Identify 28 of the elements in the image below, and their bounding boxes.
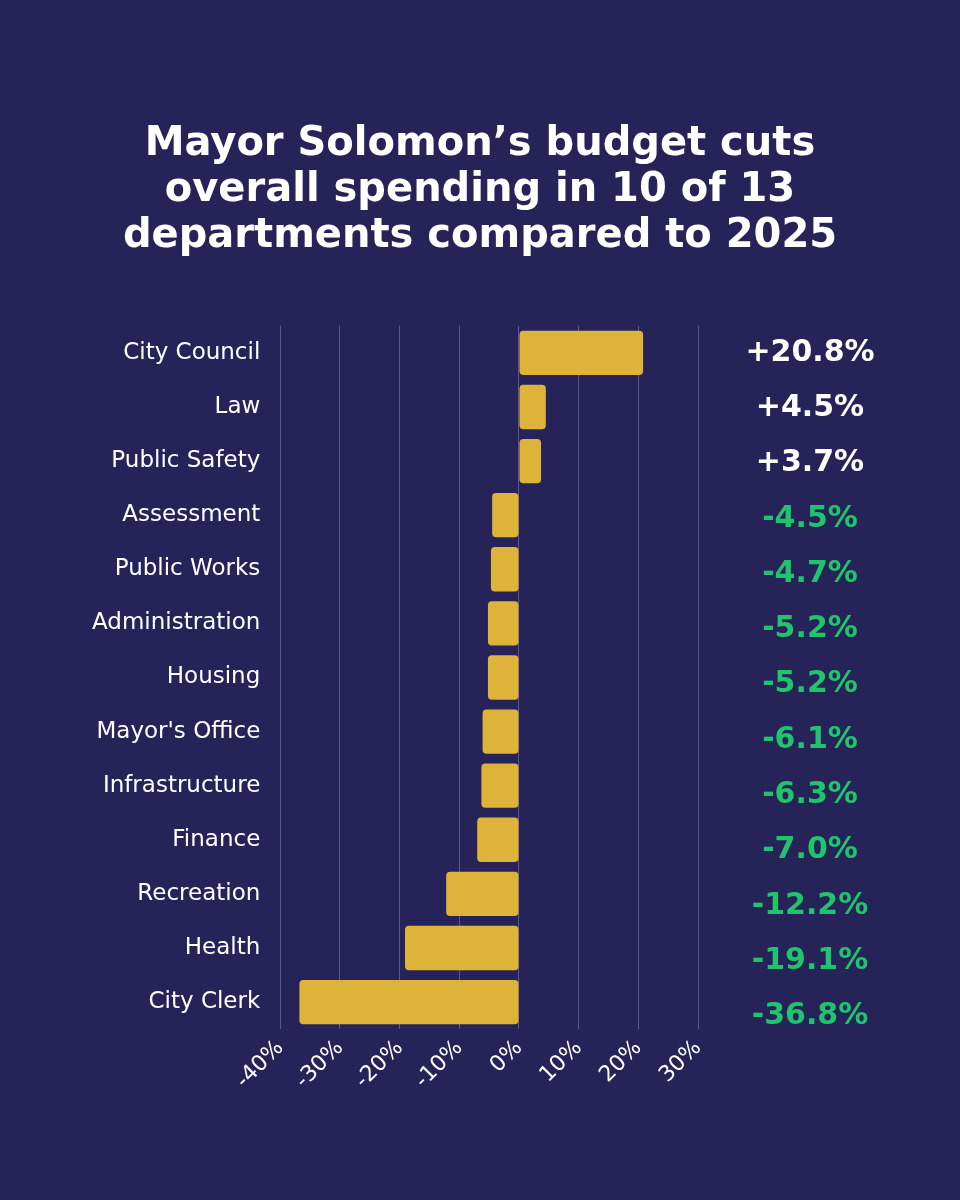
y-tick-label: Recreation — [137, 878, 261, 905]
y-tick-label: Mayor's Office — [96, 716, 261, 743]
data-label: -4.7% — [762, 553, 858, 589]
data-label: +20.8% — [745, 332, 875, 368]
y-tick-label: Law — [214, 391, 261, 418]
data-label: -36.8% — [751, 996, 869, 1032]
data-label: -6.3% — [762, 775, 858, 811]
y-tick-label: Housing — [166, 662, 261, 689]
data-label: -7.0% — [762, 830, 858, 866]
y-tick-label: Assessment — [122, 500, 261, 527]
y-tick-label: Administration — [91, 608, 261, 635]
data-label: +3.7% — [755, 443, 865, 479]
data-label: -6.1% — [762, 719, 858, 755]
y-tick-label: City Clerk — [148, 987, 261, 1014]
data-label: +4.5% — [755, 387, 865, 423]
x-tick-label: 0% — [484, 1034, 527, 1077]
y-tick-label: Public Safety — [111, 446, 261, 473]
data-label: -5.2% — [762, 664, 858, 700]
data-label: -19.1% — [751, 940, 869, 976]
data-label: -12.2% — [751, 885, 869, 921]
chart-title: Mayor Solomon’s budget cuts overall spending in 10 of 13 departments compared to 2025 — [121, 118, 839, 256]
data-label: -4.5% — [762, 498, 858, 534]
y-tick-label: Health — [184, 932, 261, 959]
y-tick-label: City Council — [123, 337, 261, 364]
y-tick-label: Finance — [172, 824, 261, 851]
data-label: -5.2% — [762, 609, 858, 645]
y-tick-label: Infrastructure — [102, 770, 261, 797]
y-tick-label: Public Works — [114, 554, 261, 581]
